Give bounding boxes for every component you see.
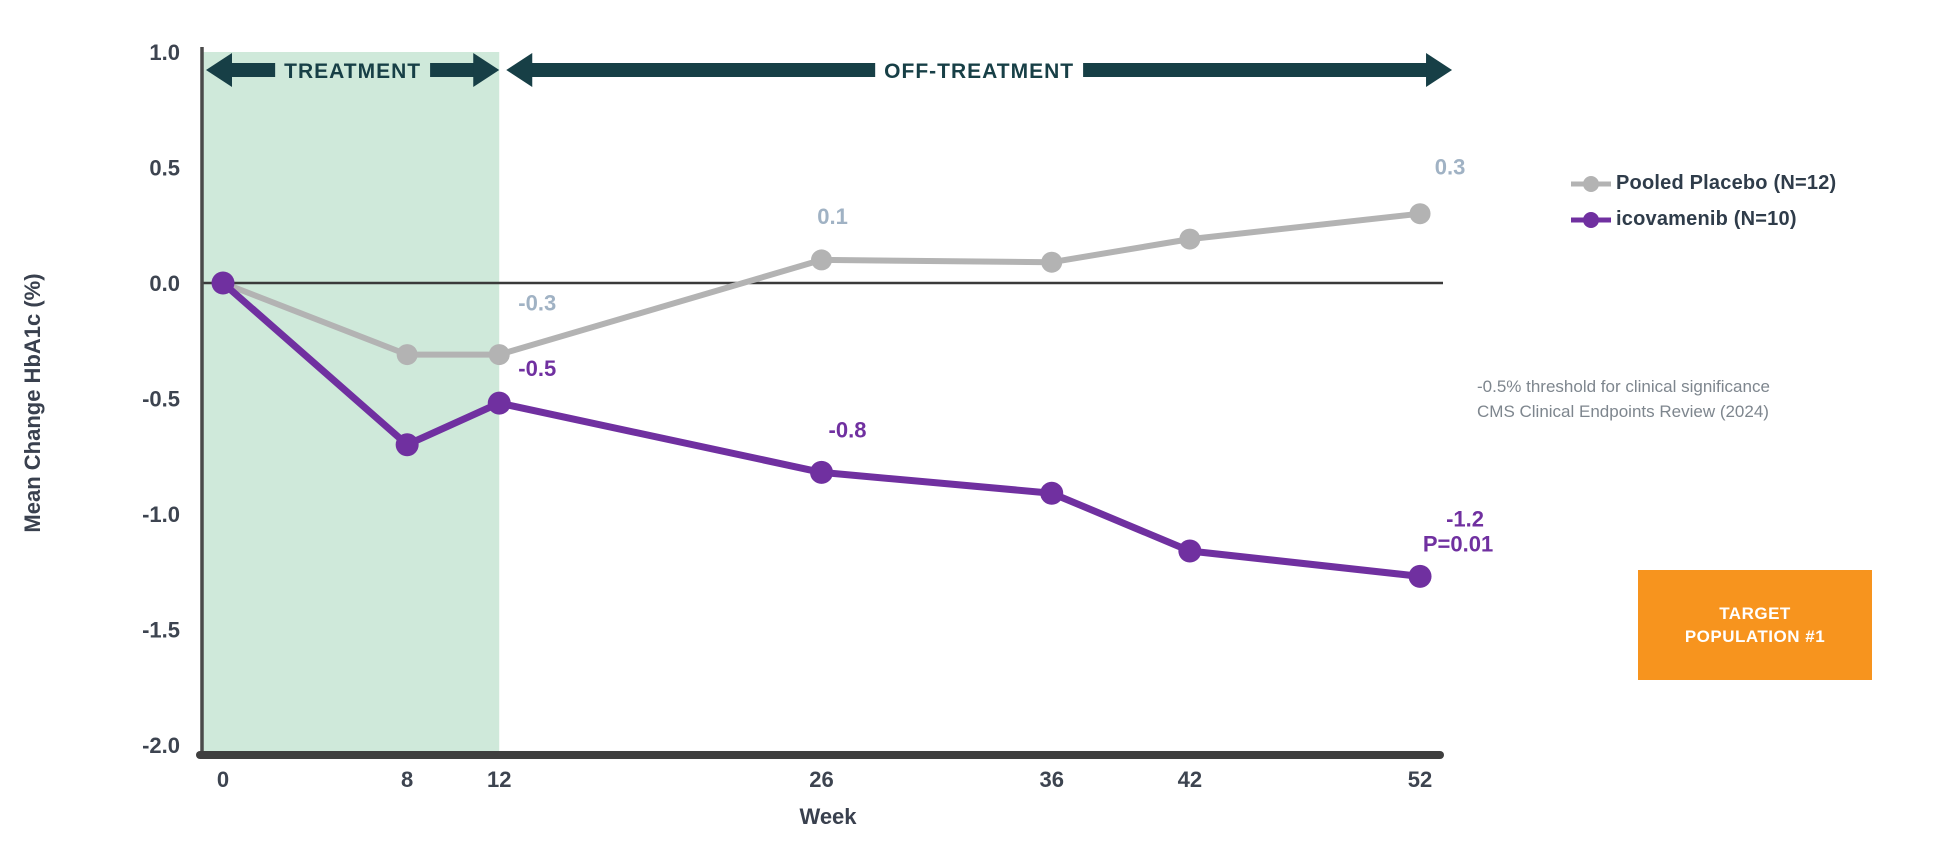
y-tick-label: 0.0 xyxy=(149,271,180,296)
data-point-placebo xyxy=(488,344,510,366)
legend-label-icovamenib: icovamenib (N=10) xyxy=(1616,208,1797,230)
threshold-annotation: -0.5% threshold for clinical significanc… xyxy=(1477,374,1770,424)
data-point-icovamenib xyxy=(1040,481,1064,505)
target-population-line2: POPULATION #1 xyxy=(1684,626,1826,646)
point-label-icovamenib-wk52: -1.2 xyxy=(1446,506,1484,531)
placebo-marker-icon xyxy=(1571,175,1611,192)
data-point-placebo xyxy=(1041,251,1063,273)
arrow-left-head-icon xyxy=(506,53,533,87)
chart-legend: Pooled Placebo (N=12) icovamenib (N=10) xyxy=(1568,172,1836,231)
x-tick-label: 42 xyxy=(1178,767,1202,792)
y-tick-label: -1.0 xyxy=(142,502,180,527)
target-population-badge: TARGET POPULATION #1 xyxy=(1638,570,1872,680)
data-point-icovamenib xyxy=(810,460,834,484)
target-population-line1: TARGET xyxy=(1719,603,1791,623)
data-point-placebo xyxy=(1179,228,1201,250)
y-tick-label: 0.5 xyxy=(149,156,180,181)
data-point-placebo xyxy=(1409,203,1431,225)
data-point-icovamenib xyxy=(487,391,511,415)
icovamenib-marker-icon xyxy=(1571,211,1611,228)
x-tick-label: 0 xyxy=(217,767,229,792)
point-label-placebo-wk12: -0.3 xyxy=(518,291,556,316)
x-tick-label: 52 xyxy=(1408,767,1432,792)
point-label-placebo-wk26: 0.1 xyxy=(817,204,848,229)
point-label-icovamenib-wk52: P=0.01 xyxy=(1423,531,1493,556)
x-tick-label: 26 xyxy=(809,767,833,792)
x-axis-title: Week xyxy=(799,804,857,829)
arrow-label-backing xyxy=(275,58,431,85)
treatment-arrow-label: TREATMENT xyxy=(284,60,421,83)
threshold-annotation-line2: CMS Clinical Endpoints Review (2024) xyxy=(1477,402,1769,421)
x-tick-label: 36 xyxy=(1039,767,1063,792)
point-label-icovamenib-wk12: -0.5 xyxy=(518,356,556,381)
threshold-annotation-line1: -0.5% threshold for clinical significanc… xyxy=(1477,377,1770,396)
legend-item-icovamenib: icovamenib (N=10) xyxy=(1568,208,1836,231)
point-label-icovamenib-wk26: -0.8 xyxy=(829,417,867,442)
y-tick-label: -2.0 xyxy=(142,733,180,758)
arrow-right-head-icon xyxy=(1426,53,1453,87)
data-point-icovamenib xyxy=(1408,564,1432,588)
y-tick-label: -1.5 xyxy=(142,618,180,643)
data-point-icovamenib xyxy=(395,433,419,457)
data-point-placebo xyxy=(396,344,418,366)
x-tick-label: 8 xyxy=(401,767,413,792)
data-point-icovamenib xyxy=(211,271,235,295)
y-axis-title: Mean Change HbA1c (%) xyxy=(20,273,45,532)
data-point-placebo xyxy=(811,249,833,271)
arrow-left-head-icon xyxy=(206,53,232,87)
treatment-shaded-region xyxy=(202,52,500,755)
arrow-right-head-icon xyxy=(473,53,500,87)
y-tick-label: 1.0 xyxy=(149,40,180,65)
point-label-placebo-wk52: 0.3 xyxy=(1435,155,1466,180)
x-tick-label: 12 xyxy=(487,767,511,792)
arrow-label-backing xyxy=(875,58,1084,85)
off-treatment-arrow-label: OFF-TREATMENT xyxy=(884,60,1074,83)
legend-item-placebo: Pooled Placebo (N=12) xyxy=(1568,172,1836,195)
data-point-icovamenib xyxy=(1178,539,1202,563)
y-tick-label: -0.5 xyxy=(142,387,180,412)
legend-label-placebo: Pooled Placebo (N=12) xyxy=(1616,172,1837,194)
